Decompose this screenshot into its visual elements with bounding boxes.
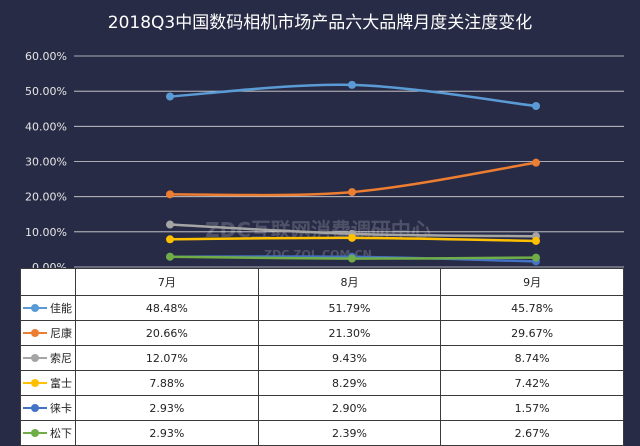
data-point (166, 235, 174, 244)
y-tick-label: 20.00% (25, 191, 67, 204)
series-legend-cell: 尼康 (20, 320, 76, 346)
data-point (166, 220, 174, 229)
series-legend-cell: 富士 (20, 370, 76, 396)
series-name: 富士 (50, 377, 72, 390)
data-point (532, 158, 540, 167)
series-legend-cell: 佳能 (20, 295, 76, 321)
series-legend-cell: 索尼 (20, 345, 76, 371)
y-tick-label: 40.00% (25, 120, 67, 133)
column-header: 7月 (75, 268, 259, 296)
legend-marker-icon (23, 303, 47, 313)
value-cell: 2.67% (440, 420, 624, 446)
table-row: 徕卡 2.93% 2.90% 1.57% (20, 395, 624, 421)
data-point (166, 190, 174, 199)
value-cell: 2.93% (75, 395, 259, 421)
series-legend-cell: 松下 (20, 420, 76, 446)
value-cell: 2.90% (257, 395, 442, 421)
value-cell: 12.07% (75, 345, 259, 371)
y-tick-label: 10.00% (25, 226, 67, 239)
table-row: 尼康 20.66% 21.30% 29.67% (20, 320, 624, 346)
series-name: 徕卡 (50, 402, 72, 415)
data-point (532, 236, 540, 245)
table-row: 富士 7.88% 8.29% 7.42% (20, 370, 624, 396)
data-point (532, 253, 540, 262)
table-row: 佳能 48.48% 51.79% 45.78% (20, 295, 624, 321)
value-cell: 48.48% (75, 295, 259, 321)
column-header: 8月 (257, 268, 442, 296)
value-cell: 21.30% (257, 320, 442, 346)
table-row: 索尼 12.07% 9.43% 8.74% (20, 345, 624, 371)
legend-marker-icon (23, 403, 47, 413)
value-cell: 8.29% (257, 370, 442, 396)
value-cell: 20.66% (75, 320, 259, 346)
y-tick-label: 60.00% (25, 50, 67, 63)
chart-title: 2018Q3中国数码相机市场产品六大品牌月度关注度变化 (107, 13, 533, 33)
value-cell: 29.67% (440, 320, 624, 346)
data-point (532, 102, 540, 111)
data-point (348, 80, 356, 89)
legend-marker-icon (23, 428, 47, 438)
value-cell: 51.79% (257, 295, 442, 321)
series-legend-cell: 徕卡 (20, 395, 76, 421)
legend-marker-icon (23, 378, 47, 388)
series-name: 松下 (50, 427, 72, 440)
series-name: 佳能 (50, 302, 72, 315)
legend-marker-icon (23, 328, 47, 338)
value-cell: 7.88% (75, 370, 259, 396)
series-lines (166, 80, 540, 266)
legend-marker-icon (23, 353, 47, 363)
data-point (348, 233, 356, 242)
series-name: 索尼 (50, 352, 72, 365)
data-point (348, 254, 356, 263)
series-name: 尼康 (50, 327, 72, 340)
table-header-row: 7月 8月 9月 (20, 268, 624, 296)
data-point (348, 188, 356, 197)
value-cell: 9.43% (257, 345, 442, 371)
data-table: 7月 8月 9月 佳能 48.48% 51.79% 45.78% 尼康 20.66% 21.… (20, 268, 624, 446)
value-cell: 7.42% (440, 370, 624, 396)
table-row: 松下 2.93% 2.39% 2.67% (20, 420, 624, 446)
y-tick-label: 50.00% (25, 85, 67, 98)
table-corner (20, 268, 76, 296)
data-point (166, 92, 174, 101)
y-tick-label: 30.00% (25, 156, 67, 169)
value-cell: 45.78% (440, 295, 624, 321)
value-cell: 2.93% (75, 420, 259, 446)
value-cell: 2.39% (257, 420, 442, 446)
column-header: 9月 (440, 268, 624, 296)
data-point (166, 252, 174, 261)
y-axis: 60.00%50.00%40.00%30.00%20.00%10.00%0.00… (25, 50, 67, 274)
value-cell: 8.74% (440, 345, 624, 371)
value-cell: 1.57% (440, 395, 624, 421)
